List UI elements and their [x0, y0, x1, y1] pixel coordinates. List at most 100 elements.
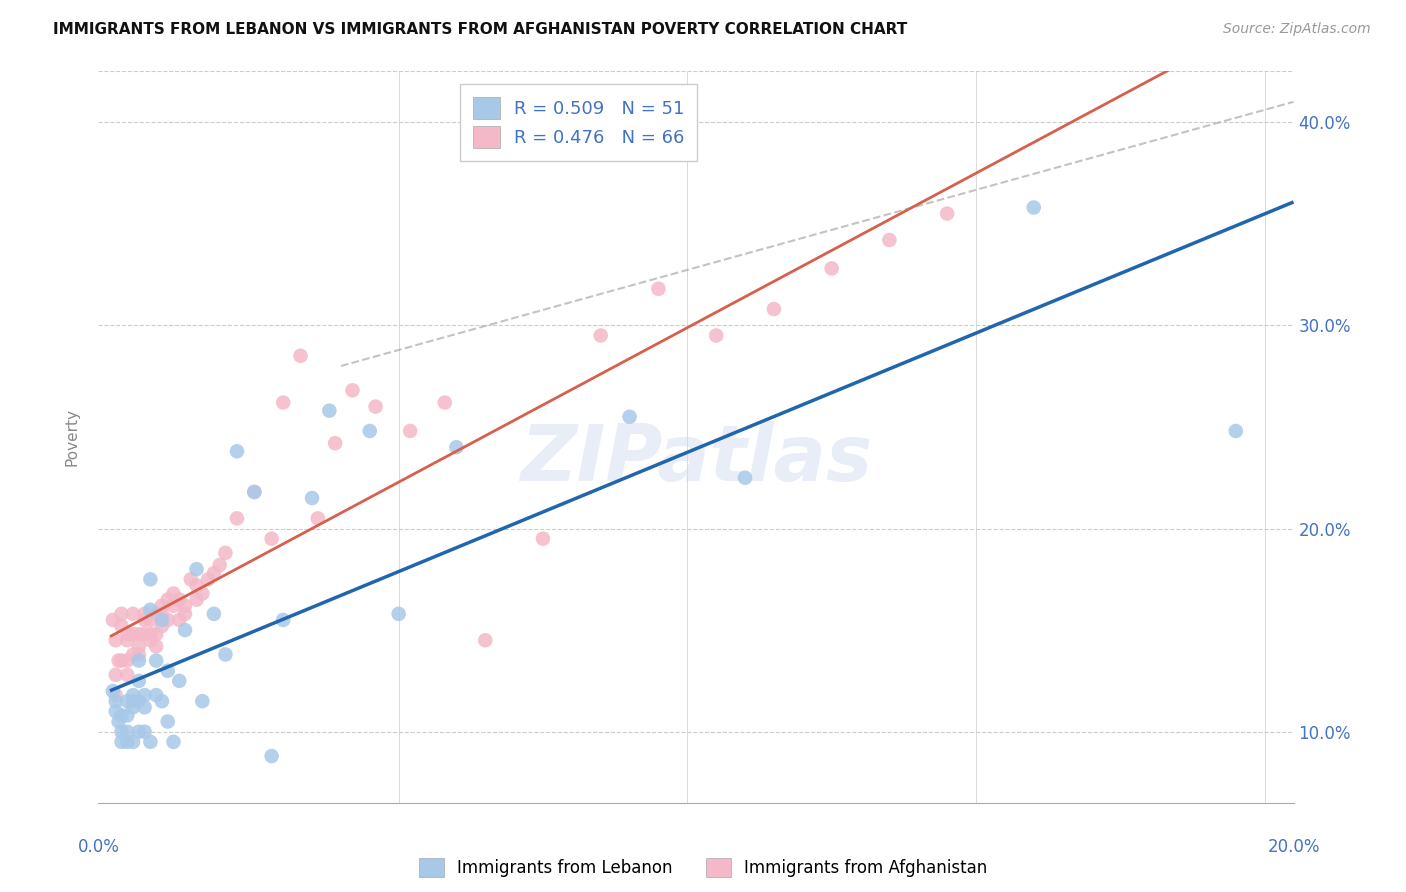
Point: [174, 607, 197, 621]
Point: [167, 613, 190, 627]
Point: [734, 471, 756, 485]
Point: [110, 708, 132, 723]
Point: [110, 735, 132, 749]
Point: [243, 485, 266, 500]
Point: [128, 673, 150, 688]
Point: [342, 384, 364, 398]
Point: [101, 613, 124, 627]
Point: [208, 558, 231, 573]
Point: [162, 599, 184, 613]
Point: [820, 261, 842, 276]
Point: [474, 633, 496, 648]
Point: [128, 724, 150, 739]
Point: [156, 592, 179, 607]
Point: [104, 688, 127, 702]
Point: [117, 627, 139, 641]
Point: [128, 640, 150, 654]
Point: [214, 648, 236, 662]
Y-axis label: Poverty: Poverty: [65, 408, 80, 467]
Point: [104, 705, 127, 719]
Text: Source: ZipAtlas.com: Source: ZipAtlas.com: [1223, 22, 1371, 37]
Point: [134, 724, 156, 739]
Point: [260, 749, 283, 764]
Point: [117, 654, 139, 668]
Point: [167, 592, 190, 607]
Text: IMMIGRANTS FROM LEBANON VS IMMIGRANTS FROM AFGHANISTAN POVERTY CORRELATION CHART: IMMIGRANTS FROM LEBANON VS IMMIGRANTS FR…: [53, 22, 908, 37]
Point: [589, 328, 612, 343]
Point: [202, 566, 225, 581]
Point: [879, 233, 901, 247]
Point: [110, 654, 132, 668]
Point: [134, 700, 156, 714]
Point: [399, 424, 422, 438]
Point: [704, 328, 727, 343]
Point: [117, 708, 139, 723]
Point: [364, 400, 387, 414]
Point: [271, 613, 294, 627]
Point: [104, 633, 127, 648]
Point: [446, 440, 468, 454]
Point: [107, 714, 129, 729]
Point: [110, 619, 132, 633]
Point: [128, 694, 150, 708]
Point: [191, 694, 214, 708]
Point: [128, 627, 150, 641]
Point: [226, 444, 249, 458]
Point: [433, 395, 456, 409]
Point: [139, 735, 162, 749]
Point: [186, 592, 208, 607]
Point: [139, 613, 162, 627]
Point: [122, 700, 145, 714]
Point: [101, 684, 124, 698]
Point: [156, 613, 179, 627]
Point: [104, 667, 127, 682]
Point: [388, 607, 411, 621]
Point: [290, 349, 312, 363]
Point: [647, 282, 669, 296]
Point: [156, 714, 179, 729]
Text: 0.0%: 0.0%: [77, 838, 120, 856]
Point: [145, 607, 167, 621]
Point: [1225, 424, 1247, 438]
Point: [260, 532, 283, 546]
Point: [117, 694, 139, 708]
Point: [122, 694, 145, 708]
Point: [150, 599, 173, 613]
Point: [167, 673, 190, 688]
Point: [307, 511, 329, 525]
Point: [162, 735, 184, 749]
Point: [134, 627, 156, 641]
Point: [122, 607, 145, 621]
Point: [301, 491, 323, 505]
Point: [122, 688, 145, 702]
Point: [110, 724, 132, 739]
Point: [145, 640, 167, 654]
Point: [180, 572, 202, 586]
Legend: R = 0.509   N = 51, R = 0.476   N = 66: R = 0.509 N = 51, R = 0.476 N = 66: [460, 84, 697, 161]
Point: [150, 619, 173, 633]
Point: [117, 735, 139, 749]
Point: [139, 627, 162, 641]
Point: [134, 607, 156, 621]
Point: [117, 633, 139, 648]
Point: [128, 648, 150, 662]
Point: [323, 436, 346, 450]
Point: [104, 694, 127, 708]
Text: 20.0%: 20.0%: [1267, 838, 1320, 856]
Point: [271, 395, 294, 409]
Point: [122, 735, 145, 749]
Point: [318, 403, 340, 417]
Point: [117, 667, 139, 682]
Point: [110, 607, 132, 621]
Point: [156, 664, 179, 678]
Point: [150, 607, 173, 621]
Point: [145, 654, 167, 668]
Legend: Immigrants from Lebanon, Immigrants from Afghanistan: Immigrants from Lebanon, Immigrants from…: [412, 852, 994, 884]
Point: [122, 648, 145, 662]
Point: [619, 409, 641, 424]
Point: [150, 613, 173, 627]
Point: [162, 586, 184, 600]
Point: [117, 724, 139, 739]
Point: [191, 586, 214, 600]
Point: [197, 572, 219, 586]
